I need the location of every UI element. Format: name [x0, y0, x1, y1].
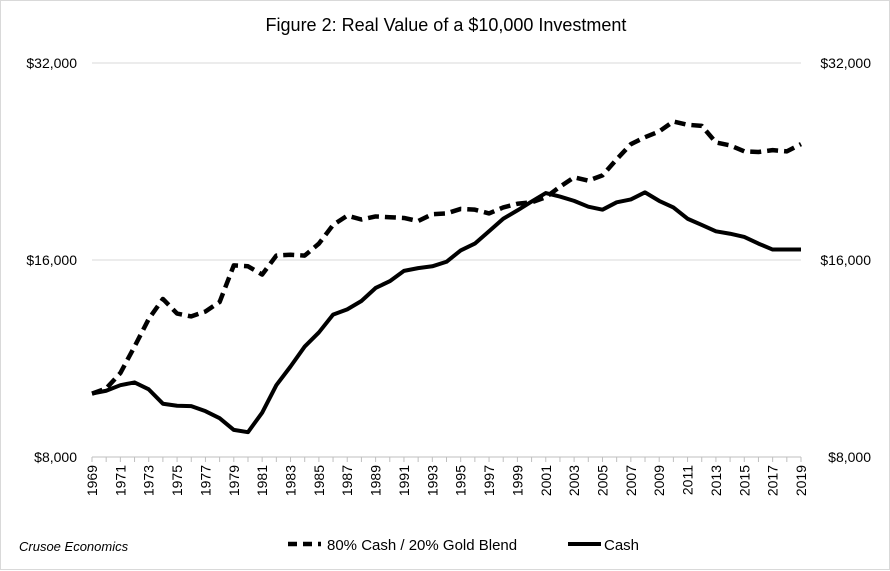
y-axis-right: $8,000 $16,000 $32,000: [820, 55, 871, 465]
x-tick-label: 1993: [424, 465, 440, 496]
y-tick-label-left: $32,000: [26, 55, 77, 71]
x-tick-label: 1981: [254, 465, 270, 496]
x-tick-label: 1977: [197, 465, 213, 496]
x-tick-label: 2005: [594, 465, 610, 496]
x-tick-label: 1971: [112, 465, 128, 496]
plot-area: [91, 119, 803, 435]
chart-title: Figure 2: Real Value of a $10,000 Invest…: [266, 15, 627, 35]
legend-label-cash: Cash: [604, 537, 639, 554]
y-axis-left: $8,000 $16,000 $32,000: [26, 55, 77, 465]
source-label: Crusoe Economics: [19, 539, 129, 554]
gridlines: [92, 62, 801, 261]
x-tick-label: 2019: [793, 465, 809, 496]
x-tick-label: 1969: [84, 465, 100, 496]
x-tick-label: 1983: [283, 465, 299, 496]
x-tick-label: 2011: [680, 465, 696, 495]
legend-label-blend: 80% Cash / 20% Gold Blend: [327, 537, 517, 554]
x-tick-label: 2013: [708, 465, 724, 496]
x-tick-label: 1989: [368, 465, 384, 496]
y-tick-label-right: $8,000: [828, 449, 871, 465]
y-tick-label-right: $16,000: [820, 252, 871, 268]
x-tick-label: 1999: [509, 465, 525, 496]
x-tick-label: 1975: [169, 465, 185, 496]
y-tick-label-left: $16,000: [26, 252, 77, 268]
legend: 80% Cash / 20% Gold Blend Cash: [288, 537, 639, 554]
x-tick-label: 1987: [339, 465, 355, 496]
series-line-blend: [91, 119, 803, 396]
x-axis: 1969 1971 1973 1975 1977 1979 1981 1983 1985 1987…: [84, 456, 809, 496]
x-tick-label: 2003: [566, 465, 582, 496]
x-tick-label: 1995: [453, 465, 469, 496]
x-tick-label: 1973: [141, 465, 157, 496]
y-tick-label-left: $8,000: [34, 449, 77, 465]
legend-item-blend: 80% Cash / 20% Gold Blend: [288, 537, 517, 554]
x-tick-label: 1985: [311, 465, 327, 496]
x-tick-label: 2007: [623, 465, 639, 496]
x-tick-label: 2017: [765, 465, 781, 496]
series-line-cash: [91, 190, 801, 435]
x-tick-label: 1997: [481, 465, 497, 496]
y-tick-label-right: $32,000: [820, 55, 871, 71]
x-tick-label: 2015: [736, 465, 752, 496]
x-tick-label: 1991: [396, 465, 412, 496]
x-tick-label: 2009: [651, 465, 667, 496]
x-tick-label: 1979: [226, 465, 242, 496]
x-tick-label: 2001: [538, 465, 554, 496]
legend-item-cash: Cash: [568, 537, 639, 554]
